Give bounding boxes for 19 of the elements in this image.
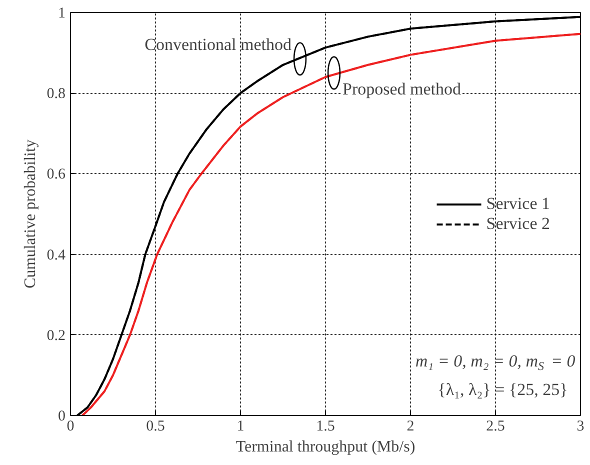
y-tick-label: 0 xyxy=(58,408,66,424)
legend-label: Service 2 xyxy=(486,214,550,234)
x-tick-label: 2 xyxy=(406,418,414,434)
y-tick-label: 1 xyxy=(58,6,66,22)
y-axis-title: Cumulative probability xyxy=(22,140,39,288)
x-tick-label: 0.5 xyxy=(146,418,165,434)
x-tick-label: 1 xyxy=(236,418,244,434)
annotation: {λ₁, λ₂} = {25, 25} xyxy=(438,380,568,399)
y-tick-label: 0.6 xyxy=(46,166,66,183)
annotation: Proposed method xyxy=(342,80,462,99)
y-tick-label: 0.2 xyxy=(46,328,66,344)
y-tick-label: 0.8 xyxy=(46,86,66,102)
x-tick-label: 2.5 xyxy=(486,418,505,434)
x-axis-title: Terminal throughput (Mb/s) xyxy=(236,438,416,456)
x-tick-label: 3 xyxy=(576,418,584,434)
annotation: Conventional method xyxy=(144,35,292,54)
y-tick-label: 0.4 xyxy=(46,247,66,264)
x-tick-label: 1.5 xyxy=(316,418,335,434)
legend-label: Service 1 xyxy=(486,194,550,214)
